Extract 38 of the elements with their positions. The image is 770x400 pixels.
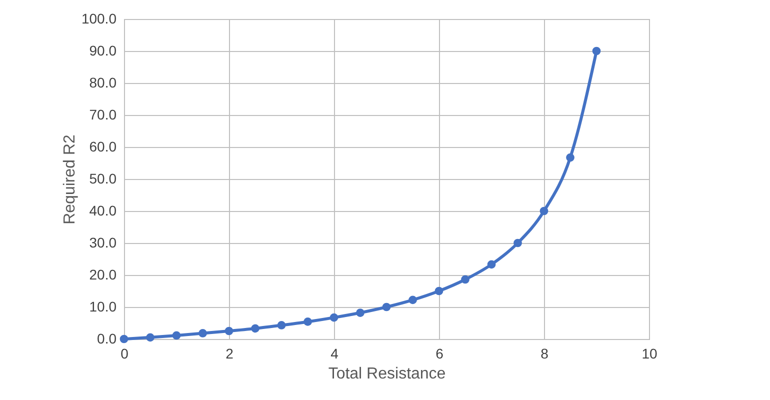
y-tick-label: 20.0 (89, 266, 117, 282)
y-tick-label: 70.0 (89, 106, 117, 122)
y-tick-label: 40.0 (89, 202, 117, 218)
x-tick-label: 0 (120, 346, 129, 362)
point (540, 206, 548, 216)
y-tick-label: 100.0 (81, 10, 117, 26)
point (408, 296, 417, 304)
point (514, 238, 522, 248)
x-tick-label: 2 (226, 346, 234, 362)
point (198, 329, 207, 338)
point (146, 333, 154, 342)
x-tick-label: 8 (540, 346, 549, 362)
y-tick-label: 80.0 (89, 74, 117, 90)
point (172, 331, 181, 340)
x-tick-label: 6 (436, 346, 444, 362)
y-tick-label: 60.0 (89, 138, 117, 154)
point (566, 153, 574, 162)
point (487, 260, 496, 269)
x-tick-label: 4 (330, 346, 339, 362)
y-axis-title: Required R2 (61, 134, 78, 224)
point (251, 324, 260, 333)
y-tick-label: 90.0 (89, 42, 117, 58)
point (434, 286, 444, 296)
point (356, 308, 364, 317)
point (330, 313, 338, 322)
point (461, 275, 470, 284)
y-tick-label: 0.0 (97, 330, 117, 346)
point (120, 334, 128, 344)
point (304, 318, 312, 326)
point (592, 46, 601, 56)
point (382, 302, 391, 312)
point (277, 321, 286, 330)
x-axis-title: Total Resistance (328, 366, 446, 382)
point (224, 326, 234, 336)
y-tick-label: 50.0 (89, 170, 117, 186)
y-tick-label: 10.0 (89, 298, 117, 314)
y-tick-label: 30.0 (89, 234, 117, 250)
x-tick-label: 10 (642, 346, 658, 362)
